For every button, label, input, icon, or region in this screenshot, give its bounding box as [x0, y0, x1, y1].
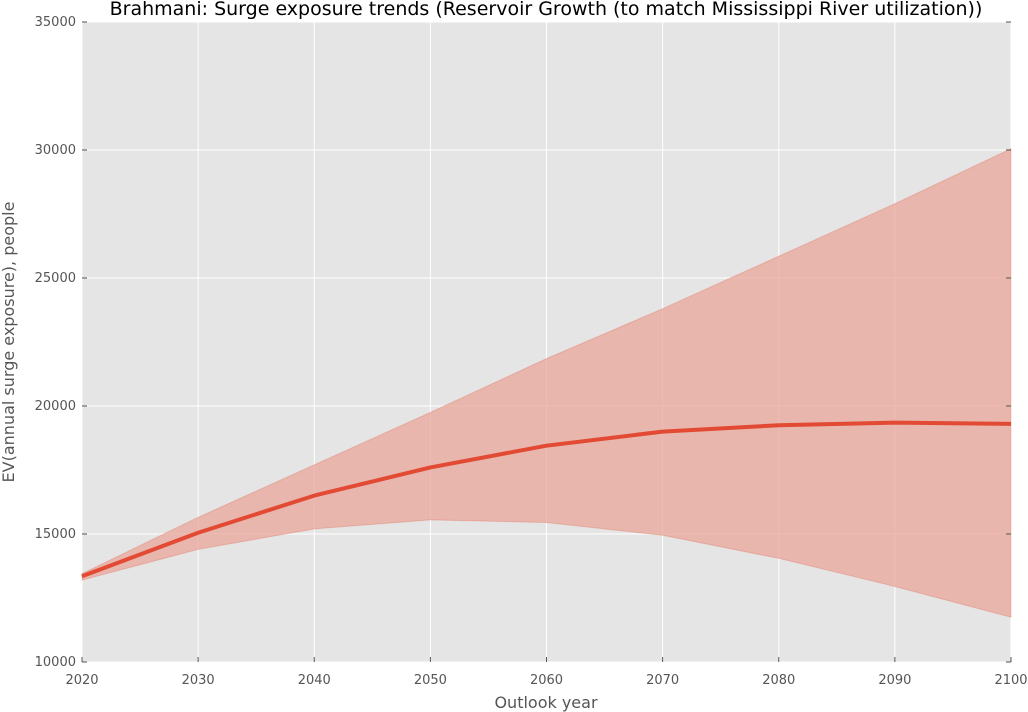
x-axis-label: Outlook year	[494, 693, 598, 712]
x-tick-label: 2100	[994, 673, 1027, 688]
x-tick-label: 2080	[762, 673, 795, 688]
x-tick-label: 2040	[298, 673, 331, 688]
axis-ticks	[81, 21, 1012, 663]
y-tick-label: 20000	[35, 399, 76, 414]
confidence-band	[81, 147, 1012, 618]
x-tick-labels: 2020 2030 2040 2050 2060 2070 2080 2090 2100	[65, 673, 1027, 688]
series-line	[81, 420, 1012, 579]
y-axis-label: EV(annual surge exposure), people	[0, 202, 18, 483]
y-tick-label: 35000	[35, 15, 76, 30]
x-tick-label: 2060	[530, 673, 563, 688]
chart-title: Brahmani: Surge exposure trends (Reservo…	[110, 0, 983, 20]
y-tick-label: 25000	[35, 271, 76, 286]
y-tick-label: 30000	[35, 143, 76, 158]
x-tick-label: 2070	[646, 673, 679, 688]
x-tick-label: 2020	[65, 673, 98, 688]
x-tick-label: 2030	[182, 673, 215, 688]
y-tick-label: 10000	[35, 655, 76, 670]
x-tick-label: 2090	[878, 673, 911, 688]
y-tick-label: 15000	[35, 527, 76, 542]
x-tick-label: 2050	[414, 673, 447, 688]
y-tick-labels: 10000 15000 20000 25000 30000 35000	[35, 15, 76, 670]
